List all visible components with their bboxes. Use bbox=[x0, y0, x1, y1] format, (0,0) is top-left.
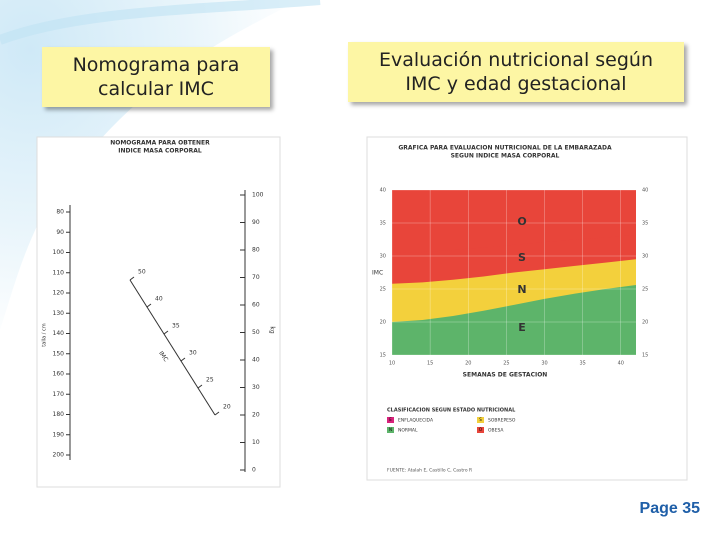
tick-label: 60 bbox=[252, 302, 260, 309]
y2-tick-label: 30 bbox=[642, 254, 648, 260]
x-tick-label: 10 bbox=[389, 361, 395, 367]
x-tick-label: 15 bbox=[427, 361, 433, 367]
tick bbox=[146, 303, 152, 308]
legend-letter: E bbox=[389, 417, 392, 422]
band-letter: O bbox=[517, 215, 526, 228]
caption: Nomograma para calcular IMC bbox=[72, 54, 240, 100]
tick-label: 40 bbox=[252, 357, 260, 364]
tick-label: 100 bbox=[252, 192, 264, 199]
tick-label: 160 bbox=[53, 371, 65, 378]
nomogram-title: NOMOGRAMA PARA OBTENER bbox=[110, 140, 210, 147]
y-tick-label: 25 bbox=[380, 287, 386, 293]
x-axis-label: SEMANAS DE GESTACION bbox=[463, 372, 548, 379]
x-tick-label: 35 bbox=[579, 361, 585, 367]
tick-label: 110 bbox=[53, 269, 65, 276]
legend-label: OBESA bbox=[488, 428, 504, 434]
tick bbox=[180, 357, 186, 362]
legend-title: CLASIFICACION SEGUN ESTADO NUTRICIONAL bbox=[387, 408, 516, 414]
y2-tick-label: 15 bbox=[642, 353, 648, 359]
tick-label: 170 bbox=[53, 391, 65, 398]
x-tick-label: 20 bbox=[465, 361, 471, 367]
caption: Evaluación nutricional según bbox=[379, 49, 653, 71]
tick-label: 20 bbox=[223, 404, 231, 411]
y-tick-label: 20 bbox=[380, 320, 386, 326]
chart-title: GRAFICA PARA EVALUACION NUTRICIONAL DE L… bbox=[398, 145, 612, 152]
tick-label: 30 bbox=[189, 350, 197, 357]
tick-label: 130 bbox=[53, 310, 65, 317]
tick-label: 80 bbox=[252, 247, 260, 254]
y2-tick-label: 35 bbox=[642, 221, 648, 227]
y-tick-label: 40 bbox=[380, 188, 386, 194]
tick bbox=[214, 411, 220, 416]
legend-swatch bbox=[387, 427, 394, 433]
tick-label: 150 bbox=[53, 350, 65, 357]
tick bbox=[129, 276, 135, 281]
y-tick-label: 15 bbox=[380, 353, 386, 359]
tick-label: 140 bbox=[53, 330, 65, 337]
y-tick-label: 30 bbox=[380, 254, 386, 260]
tick-label: 180 bbox=[53, 411, 65, 418]
legend-label: SOBREPESO bbox=[488, 418, 516, 424]
axis-label: talla / cm bbox=[42, 323, 48, 346]
tick-label: 30 bbox=[252, 384, 260, 391]
legend-swatch bbox=[477, 427, 484, 433]
tick-label: 190 bbox=[53, 431, 65, 438]
legend-letter: O bbox=[479, 427, 482, 432]
y-axis-label: IMC bbox=[372, 270, 383, 277]
axis-label: IMC bbox=[157, 350, 169, 363]
legend-swatch bbox=[477, 417, 484, 423]
chart-title: SEGUN INDICE MASA CORPORAL bbox=[451, 153, 560, 160]
nomogram-frame bbox=[36, 136, 281, 488]
imc-scale bbox=[129, 279, 216, 416]
x-tick-label: 25 bbox=[503, 361, 509, 367]
source: FUENTE: Atalah E, Castillo C, Castro R bbox=[387, 468, 472, 474]
band-letter: S bbox=[518, 251, 526, 264]
caption-box: Nomograma para calcular IMC bbox=[42, 47, 270, 107]
nomogram-title: INDICE MASA CORPORAL bbox=[118, 148, 202, 155]
tick-label: 50 bbox=[252, 329, 260, 336]
band bbox=[392, 285, 636, 355]
tick-label: 20 bbox=[252, 412, 260, 419]
y2-tick-label: 40 bbox=[642, 188, 648, 194]
tick bbox=[197, 384, 203, 389]
legend-label: NORMAL bbox=[398, 428, 418, 434]
axis-label: kg bbox=[269, 326, 276, 333]
page-number: Page 35 bbox=[639, 500, 700, 517]
tick-label: 200 bbox=[53, 452, 65, 459]
y2-tick-label: 25 bbox=[642, 287, 648, 293]
band-letter: N bbox=[517, 283, 526, 296]
tick-label: 40 bbox=[155, 296, 163, 303]
tick-label: 70 bbox=[252, 274, 260, 281]
x-tick-label: 40 bbox=[618, 361, 624, 367]
y2-tick-label: 20 bbox=[642, 320, 648, 326]
legend-label: ENFLAQUECIDA bbox=[398, 418, 434, 424]
tick-label: 35 bbox=[172, 323, 180, 330]
tick-label: 120 bbox=[53, 290, 65, 297]
tick-label: 100 bbox=[53, 249, 65, 256]
tick-label: 90 bbox=[252, 219, 260, 226]
caption: IMC y edad gestacional bbox=[405, 73, 627, 95]
legend-swatch bbox=[387, 417, 394, 423]
tick-label: 50 bbox=[138, 269, 146, 276]
swirl-line bbox=[0, 0, 321, 45]
tick bbox=[163, 330, 169, 335]
legend-letter: N bbox=[389, 427, 392, 432]
y-tick-label: 35 bbox=[380, 221, 386, 227]
tick-label: 90 bbox=[56, 229, 64, 236]
tick-label: 80 bbox=[56, 209, 64, 216]
tick-label: 25 bbox=[206, 377, 214, 384]
legend-letter: S bbox=[479, 417, 482, 422]
tick-label: 10 bbox=[252, 439, 260, 446]
caption-box: Evaluación nutricional según IMC y edad … bbox=[348, 42, 684, 102]
band-letter: E bbox=[518, 321, 526, 334]
x-tick-label: 30 bbox=[541, 361, 547, 367]
tick-label: 0 bbox=[252, 467, 256, 474]
